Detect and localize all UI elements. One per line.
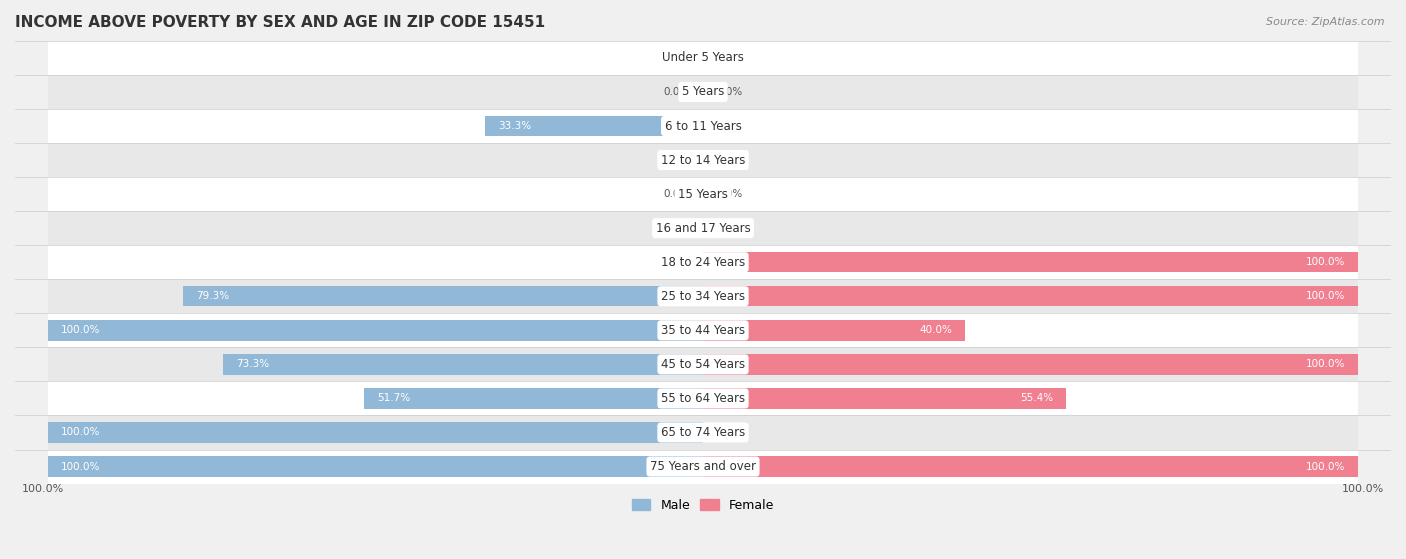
Bar [48,211,1358,245]
Text: 65 to 74 Years: 65 to 74 Years [661,426,745,439]
Text: 25 to 34 Years: 25 to 34 Years [661,290,745,303]
Text: 0.0%: 0.0% [664,257,690,267]
Legend: Male, Female: Male, Female [627,494,779,517]
Text: 5 Years: 5 Years [682,86,724,98]
Bar [48,75,1358,109]
Text: 0.0%: 0.0% [664,189,690,199]
Text: 12 to 14 Years: 12 to 14 Years [661,154,745,167]
Text: 0.0%: 0.0% [716,189,742,199]
Text: 16 and 17 Years: 16 and 17 Years [655,222,751,235]
Text: 100.0%: 100.0% [1306,462,1346,472]
Bar [48,422,703,443]
Text: 100.0%: 100.0% [1343,484,1385,494]
Text: INCOME ABOVE POVERTY BY SEX AND AGE IN ZIP CODE 15451: INCOME ABOVE POVERTY BY SEX AND AGE IN Z… [15,15,546,30]
Text: 55 to 64 Years: 55 to 64 Years [661,392,745,405]
Bar [183,286,703,306]
Bar [48,177,1358,211]
Text: 100.0%: 100.0% [1306,291,1346,301]
Text: 100.0%: 100.0% [21,484,63,494]
Bar [703,252,1358,272]
Text: 79.3%: 79.3% [197,291,229,301]
Text: 100.0%: 100.0% [60,325,100,335]
Bar [48,415,1358,449]
Text: Under 5 Years: Under 5 Years [662,51,744,64]
Text: 100.0%: 100.0% [1306,257,1346,267]
Bar [48,347,1358,381]
Bar [48,280,1358,313]
Bar [222,354,703,375]
Text: 15 Years: 15 Years [678,188,728,201]
Text: 100.0%: 100.0% [1306,359,1346,369]
Bar [703,456,1358,477]
Bar [364,388,703,409]
Text: 35 to 44 Years: 35 to 44 Years [661,324,745,337]
Bar [48,381,1358,415]
Bar [703,320,965,340]
Text: 0.0%: 0.0% [664,53,690,63]
Text: 55.4%: 55.4% [1019,394,1053,404]
Bar [48,449,1358,484]
Text: 45 to 54 Years: 45 to 54 Years [661,358,745,371]
Text: 73.3%: 73.3% [236,359,269,369]
Text: 40.0%: 40.0% [920,325,952,335]
Text: 0.0%: 0.0% [716,223,742,233]
Text: 0.0%: 0.0% [716,155,742,165]
Text: 18 to 24 Years: 18 to 24 Years [661,255,745,269]
Bar [48,143,1358,177]
Bar [703,286,1358,306]
Text: 0.0%: 0.0% [716,121,742,131]
Bar [48,456,703,477]
Bar [48,41,1358,75]
Bar [703,388,1066,409]
Text: 100.0%: 100.0% [60,462,100,472]
Text: 0.0%: 0.0% [664,223,690,233]
Text: 100.0%: 100.0% [60,428,100,438]
Text: 75 Years and over: 75 Years and over [650,460,756,473]
Bar [485,116,703,136]
Text: 0.0%: 0.0% [664,155,690,165]
Bar [48,245,1358,280]
Text: 0.0%: 0.0% [716,87,742,97]
Bar [48,313,1358,347]
Text: 33.3%: 33.3% [498,121,531,131]
Bar [48,109,1358,143]
Text: 0.0%: 0.0% [716,53,742,63]
Bar [703,354,1358,375]
Text: 0.0%: 0.0% [716,428,742,438]
Text: 6 to 11 Years: 6 to 11 Years [665,120,741,132]
Text: Source: ZipAtlas.com: Source: ZipAtlas.com [1267,17,1385,27]
Text: 51.7%: 51.7% [377,394,411,404]
Bar [48,320,703,340]
Text: 0.0%: 0.0% [664,87,690,97]
